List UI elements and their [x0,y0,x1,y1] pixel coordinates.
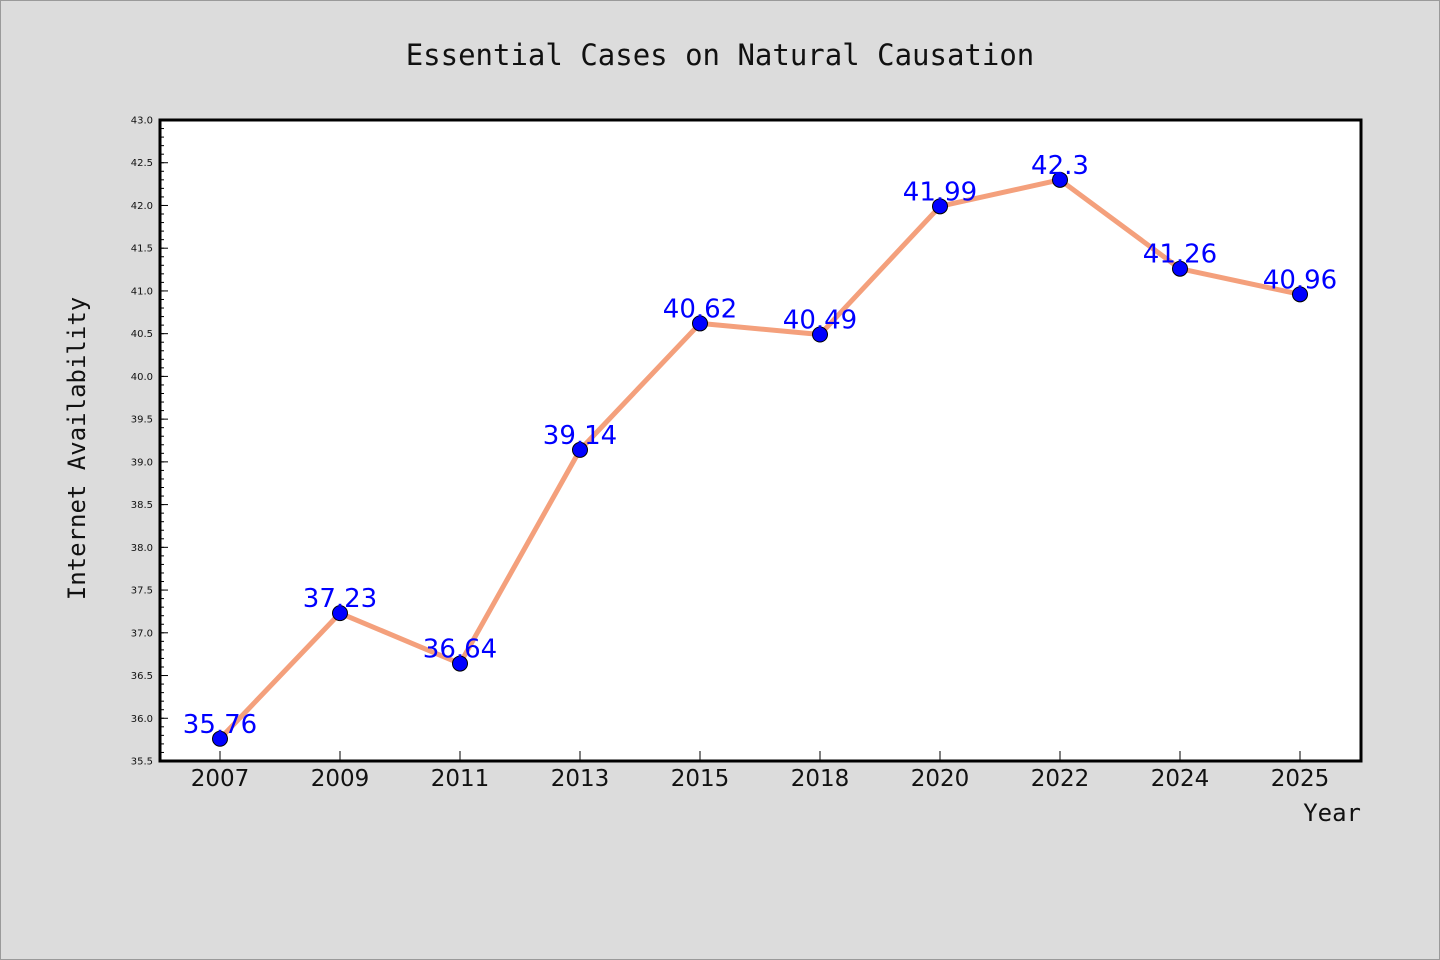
x-tick-label: 2013 [551,766,610,792]
x-axis: 2007 2009 2011 2013 2015 2018 2020 2022 2024 2025 [191,751,1330,792]
y-tick-label: 43.0 [131,116,153,127]
y-tick-label: 36.0 [131,714,153,725]
x-tick-label: 2024 [1151,766,1210,792]
y-tick-label: 39.5 [131,415,153,426]
data-point [1292,286,1308,303]
y-tick-label: 35.5 [131,757,153,768]
x-tick-label: 2007 [191,766,250,792]
data-label: 42.3 [1031,151,1089,181]
x-tick-label: 2022 [1031,766,1090,792]
data-point [1052,171,1068,188]
x-tick-label: 2020 [911,766,970,792]
data-label: 40.49 [783,306,857,336]
data-point [812,326,828,343]
data-label: 40.62 [663,294,737,324]
y-tick-label: 41.5 [131,244,153,255]
data-point [572,441,588,458]
data-label: 41.26 [1143,240,1217,270]
y-tick-label: 39.0 [131,457,153,468]
x-tick-label: 2011 [431,766,490,792]
data-point [212,730,228,747]
data-point [332,605,348,622]
x-tick-label: 2025 [1271,766,1330,792]
x-tick-label: 2015 [671,766,730,792]
data-point [692,315,708,332]
y-axis-title: Internet Availability [63,297,91,600]
y-tick-label: 36.5 [131,671,153,682]
series-line [217,177,1303,742]
y-axis: 35.5 36.0 36.5 37.0 37.5 38.0 38.5 39.0 39.5 40.0… [131,116,168,768]
y-tick-label: 40.0 [131,372,153,383]
data-point [452,655,468,672]
y-tick-label: 37.0 [131,628,153,639]
y-tick-label: 40.5 [131,329,153,340]
y-tick-label: 37.5 [131,586,153,597]
data-point [932,198,948,215]
series-layer: 35.76 37.23 36.64 39.14 40.62 40.49 41.99 42.3 4… [183,151,1337,747]
data-label: 41.99 [903,177,977,207]
y-tick-label: 41.0 [131,286,153,297]
chart-title: Essential Cases on Natural Causation [406,38,1035,72]
x-axis-title: Year [1303,799,1361,827]
data-label: 36.64 [423,635,497,665]
x-tick-label: 2018 [791,766,850,792]
data-label: 37.23 [303,584,377,614]
plot-area [158,118,1363,763]
y-tick-label: 42.0 [131,201,153,212]
data-label: 35.76 [183,710,257,740]
data-point [1172,260,1188,277]
y-tick-label: 38.0 [131,543,153,554]
y-tick-label: 38.5 [131,500,153,511]
data-label: 39.14 [543,421,617,451]
y-tick-label: 42.5 [131,158,153,169]
data-label: 40.96 [1263,265,1337,295]
x-tick-label: 2009 [311,766,370,792]
